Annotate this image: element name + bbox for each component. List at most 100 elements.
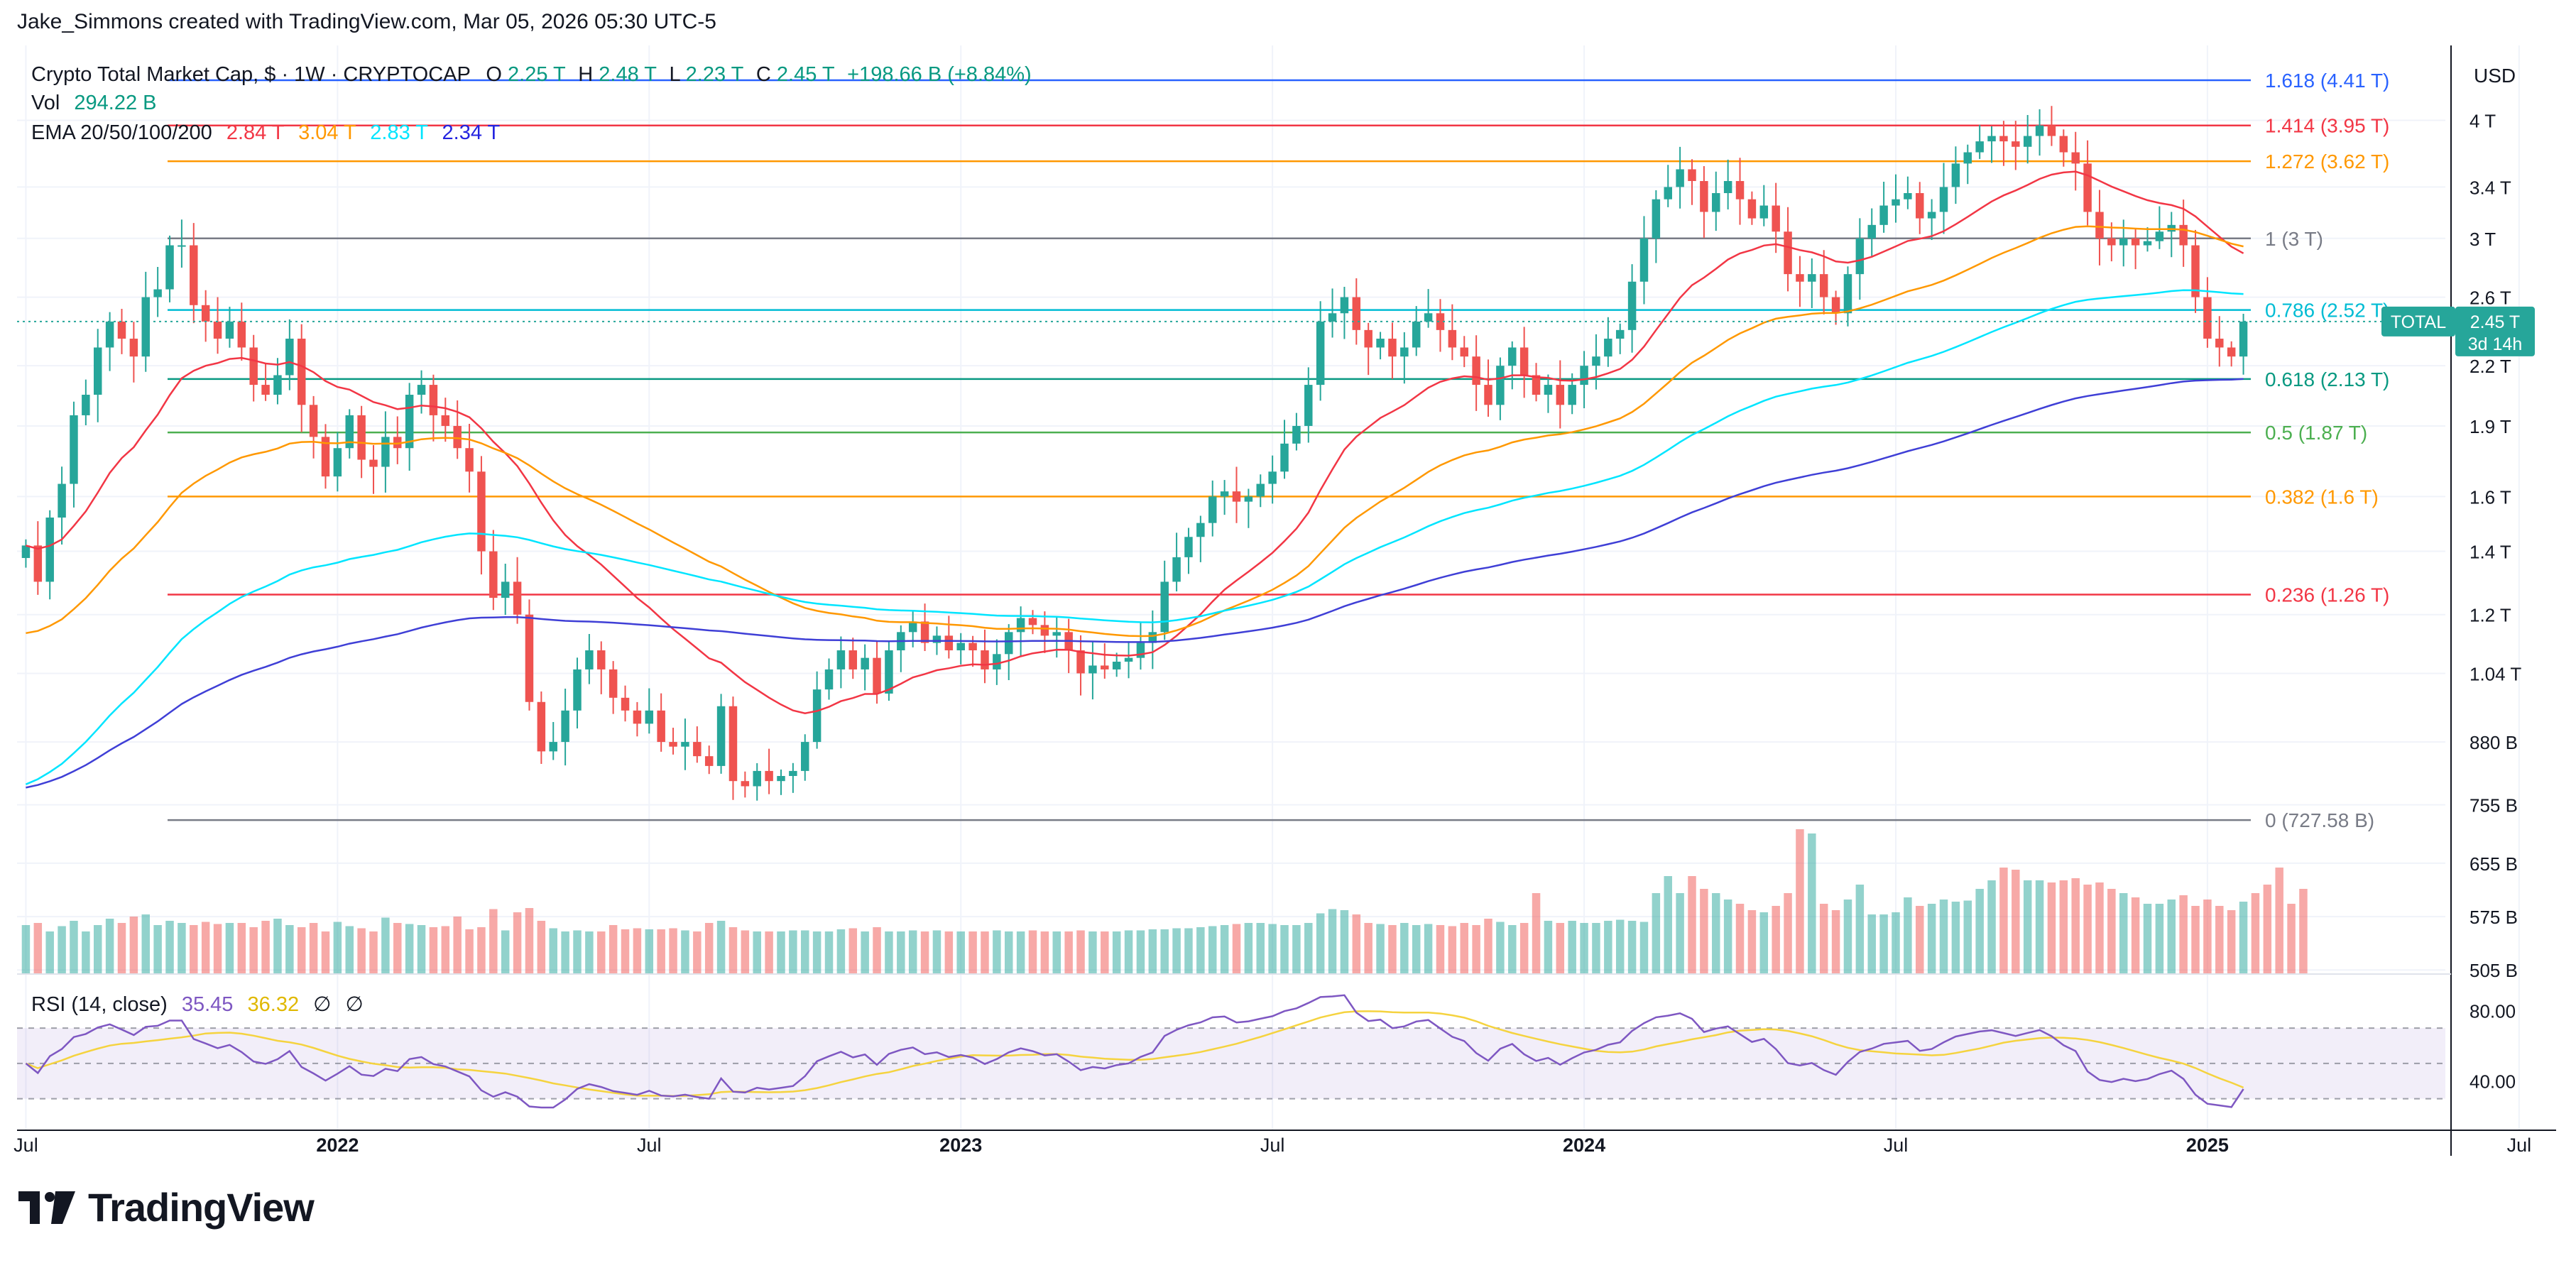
volume-bar xyxy=(441,926,450,974)
volume-bar xyxy=(1448,926,1457,974)
volume-bar xyxy=(2215,906,2224,974)
volume-bar xyxy=(968,931,977,974)
candle-body xyxy=(1688,169,1696,181)
rsi-pane: 80.00 40.00 xyxy=(17,994,2516,1109)
candle-body xyxy=(1508,347,1517,366)
candle-body xyxy=(812,689,822,743)
candle-body xyxy=(1951,163,1960,187)
price-tick-label: 1.9 T xyxy=(2469,416,2511,437)
fibonacci-levels: 1.618 (4.41 T) 1.414 (3.95 T) 1.272 (3.62 … xyxy=(168,70,2389,831)
candle-body xyxy=(657,710,665,743)
rsi-line xyxy=(25,994,2244,1109)
volume-bar xyxy=(70,921,78,974)
volume-bar xyxy=(1615,919,1625,974)
volume-bar xyxy=(93,925,102,974)
time-tick-label: Jul xyxy=(637,1134,662,1156)
candle-body xyxy=(2059,136,2068,153)
volume-bar xyxy=(489,909,498,974)
volume-bar xyxy=(1604,921,1612,974)
volume-bar xyxy=(993,930,1001,974)
candle-body xyxy=(1352,297,1361,330)
candle-body xyxy=(309,405,318,437)
candle-body xyxy=(1676,169,1684,187)
volume-bar xyxy=(1424,924,1433,974)
volume-bar xyxy=(1256,923,1265,974)
legend-l-value: 2.23 T xyxy=(686,63,744,86)
volume-bar xyxy=(465,929,474,974)
volume-bar xyxy=(944,931,954,974)
volume-bar xyxy=(1460,923,1468,974)
legend-ema200: 2.34 T xyxy=(442,121,501,144)
candle-body xyxy=(1831,297,1840,314)
time-tick-label: 2024 xyxy=(1563,1134,1605,1156)
candle-body xyxy=(1916,192,1924,219)
price-tick-label: 1.04 T xyxy=(2469,663,2521,684)
volume-bar xyxy=(190,925,198,974)
candle-body xyxy=(765,770,773,782)
currency-label[interactable]: USD xyxy=(2474,65,2516,87)
volume-bar xyxy=(1268,924,1277,974)
candle-body xyxy=(1436,313,1445,330)
brand[interactable]: TradingView xyxy=(18,1184,315,1230)
volume-bar xyxy=(2131,897,2140,974)
candle-body xyxy=(2047,125,2056,136)
candle-body xyxy=(178,245,186,247)
volume-bar xyxy=(1220,925,1229,974)
candle-body xyxy=(1819,274,1828,297)
candle-body xyxy=(801,742,809,771)
volume-bar xyxy=(1484,919,1492,974)
volume-bar xyxy=(704,923,714,974)
volume-bar xyxy=(1292,925,1301,974)
candle-body xyxy=(885,650,893,694)
candle-body xyxy=(1519,347,1529,376)
candle-body xyxy=(1867,224,1876,239)
candle-body xyxy=(1747,199,1757,219)
legend-o-value: 2.25 T xyxy=(508,63,566,86)
volume-bar xyxy=(261,921,270,974)
legend-vol-value: 294.22 B xyxy=(74,92,156,114)
candle-body xyxy=(417,385,426,395)
volume-bar xyxy=(1556,923,1565,974)
volume-bar xyxy=(1184,928,1193,974)
candle-body xyxy=(501,581,510,598)
fib-level-label: 0.786 (2.52 T) xyxy=(2265,300,2389,322)
candle-body xyxy=(1472,356,1480,386)
price-tick-label: 2.6 T xyxy=(2469,288,2511,309)
volume-bar xyxy=(1064,931,1073,974)
volume-bar xyxy=(741,930,750,974)
volume-bar xyxy=(1784,893,1792,974)
volume-bar xyxy=(2167,900,2176,974)
candle-body xyxy=(1448,329,1457,348)
candle-body xyxy=(1196,523,1205,537)
candle-body xyxy=(405,395,414,449)
volume-bar xyxy=(309,923,318,974)
candle-body xyxy=(93,347,102,395)
candle-body xyxy=(1927,212,1936,219)
volume-bar xyxy=(728,927,738,974)
candle-body xyxy=(2119,238,2128,246)
candle-body xyxy=(645,710,654,724)
candle-body xyxy=(1005,632,1013,655)
volume-bar xyxy=(141,914,150,974)
volume-bar xyxy=(1472,925,1480,974)
volume-bar xyxy=(681,930,689,974)
volume-bar xyxy=(417,925,426,974)
price-tick-label: 755 B xyxy=(2469,795,2518,816)
candle-body xyxy=(1316,321,1325,386)
candle-body xyxy=(2035,125,2044,136)
price-tick-label: 3.4 T xyxy=(2469,177,2511,198)
volume-bar xyxy=(2275,868,2283,974)
candle-body xyxy=(465,448,474,472)
time-tick-label: Jul xyxy=(13,1134,38,1156)
legend-c-value: 2.45 T xyxy=(777,63,835,86)
volume-bar xyxy=(201,922,210,974)
volume-bar xyxy=(1843,900,1852,974)
candle-body xyxy=(1615,329,1625,339)
time-tick-label: 2022 xyxy=(316,1134,359,1156)
candle-body xyxy=(1052,632,1061,636)
time-tick-label: Jul xyxy=(1260,1134,1285,1156)
volume-bar xyxy=(393,923,402,974)
legend-vol-label: Vol xyxy=(31,92,60,114)
candle-body xyxy=(1136,643,1145,658)
